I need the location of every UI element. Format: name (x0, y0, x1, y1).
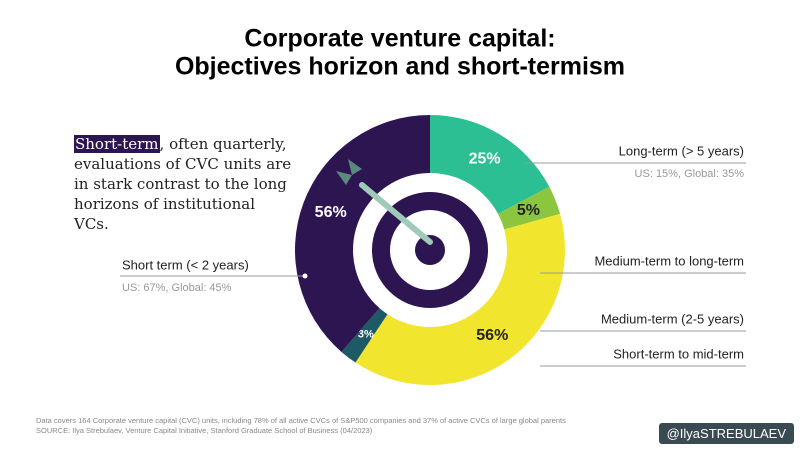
highlight: Short-term (74, 135, 160, 153)
category-label: Medium-term (2-5 years) (601, 311, 744, 326)
slice (430, 115, 550, 214)
value-label: 56% (315, 204, 347, 221)
source: SOURCE: Ilya Strebulaev, Venture Capital… (36, 426, 373, 435)
annotation: US: 15%, Global: 35% (635, 168, 745, 180)
leader-dot (302, 273, 308, 279)
value-label: 3% (358, 328, 374, 340)
chart-title: Corporate venture capital: (244, 25, 555, 53)
dart-fin (336, 159, 362, 185)
paragraph: Short-term, often quarterly, evaluations… (74, 134, 292, 234)
slice (341, 308, 388, 363)
category-label: Medium-term to long-term (594, 253, 744, 268)
target-ring (415, 235, 445, 265)
value-label: 25% (469, 150, 501, 167)
category-label: Short term (< 2 years) (122, 257, 249, 272)
paragraph-text: , often quarterly, evaluations of CVC un… (74, 135, 292, 233)
handle: @IlyaSTREBULAEV (658, 423, 794, 444)
value-label: 5% (517, 202, 540, 219)
category-label: Long-term (> 5 years) (619, 143, 744, 158)
slice (498, 186, 561, 230)
dart (359, 182, 433, 245)
annotation: US: 67%, Global: 45% (122, 282, 232, 294)
slice (355, 213, 565, 385)
slice (294, 115, 430, 352)
value-label: 56% (476, 327, 508, 344)
footnote: Data covers 164 Corporate venture capita… (36, 416, 566, 425)
chart-title: Objectives horizon and short-termism (175, 53, 625, 81)
category-label: Short-term to mid-term (613, 346, 744, 361)
footer: Data covers 164 Corporate venture capita… (36, 416, 566, 436)
